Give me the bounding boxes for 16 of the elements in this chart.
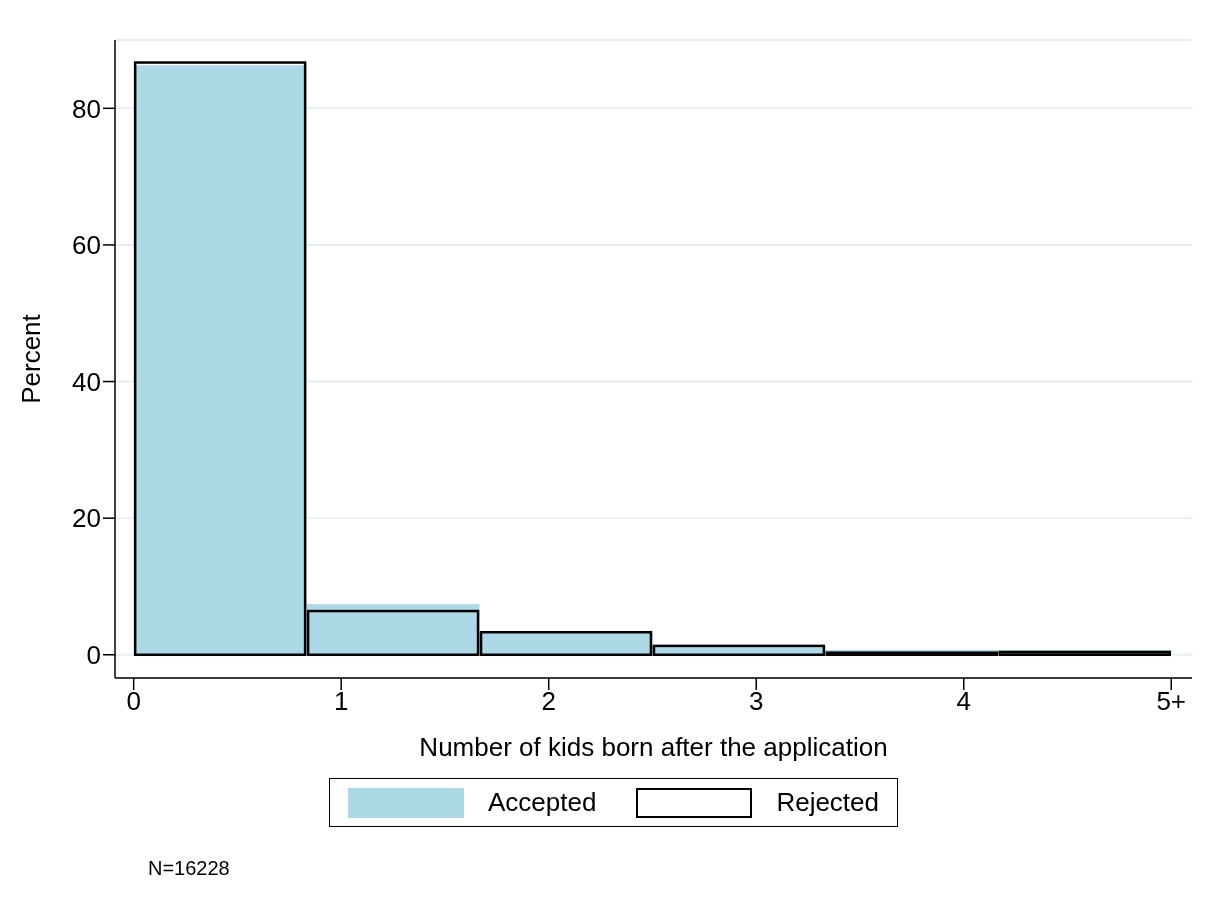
y-tick-label: 80 — [72, 93, 101, 124]
x-tick-label: 3 — [748, 686, 764, 717]
text: N=16228 — [148, 857, 231, 880]
x-tick-label: 0 — [126, 686, 141, 717]
legend-label: Rejected — [776, 787, 880, 818]
x-axis-title: Number of kids born after the application — [419, 732, 888, 762]
x-tick-label: 4 — [956, 686, 971, 717]
y-tick-label: 20 — [72, 503, 101, 534]
x-tick-label: 5+ — [1156, 686, 1187, 717]
y-tick-label: 40 — [72, 366, 101, 397]
x-tick-label: 2 — [541, 686, 556, 717]
y-tick-label: 60 — [72, 230, 101, 261]
y-axis-title: Percent — [16, 313, 47, 404]
legend-label: Accepted — [487, 787, 597, 818]
x-tick-label: 1 — [333, 686, 349, 717]
y-tick-label: 0 — [86, 640, 101, 671]
